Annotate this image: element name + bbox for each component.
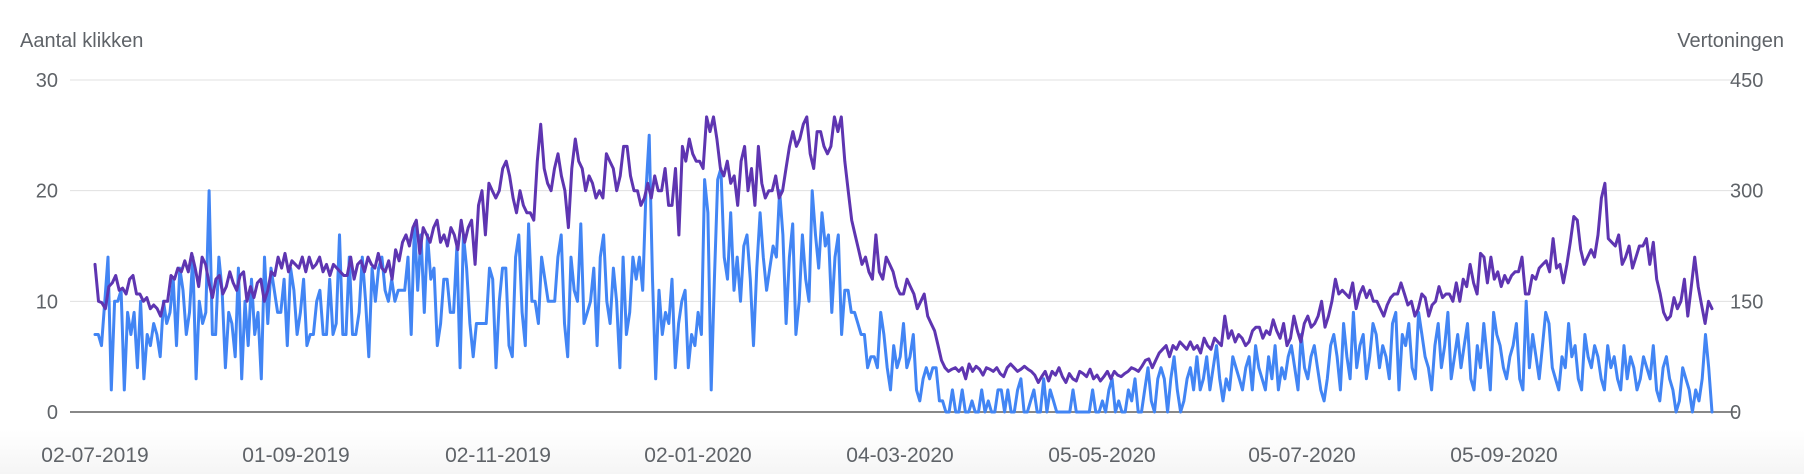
right-axis-title: Vertoningen	[1677, 30, 1784, 52]
y-tick-label-left: 20	[36, 181, 58, 203]
x-tick-label: 04-03-2020	[846, 444, 953, 467]
y-tick-label-right: 300	[1730, 181, 1763, 203]
y-tick-label-right: 450	[1730, 70, 1763, 92]
y-tick-label-right: 0	[1730, 402, 1741, 424]
y-tick-label-left: 30	[36, 70, 58, 92]
x-tick-label: 02-07-2019	[41, 444, 148, 467]
x-tick-label: 02-01-2020	[644, 444, 751, 467]
y-tick-label-left: 10	[36, 291, 58, 313]
clicks-series-line	[93, 133, 1714, 414]
y-tick-label-left: 0	[47, 402, 58, 424]
impressions-series-line	[93, 115, 1714, 384]
left-axis-title: Aantal klikken	[20, 30, 144, 52]
x-tick-label: 01-09-2019	[242, 444, 349, 467]
y-tick-label-right: 150	[1730, 291, 1763, 313]
x-tick-label: 02-11-2019	[445, 444, 551, 467]
x-tick-label: 05-05-2020	[1048, 444, 1155, 467]
x-tick-label: 05-09-2020	[1450, 444, 1557, 467]
x-tick-label: 05-07-2020	[1248, 444, 1355, 467]
